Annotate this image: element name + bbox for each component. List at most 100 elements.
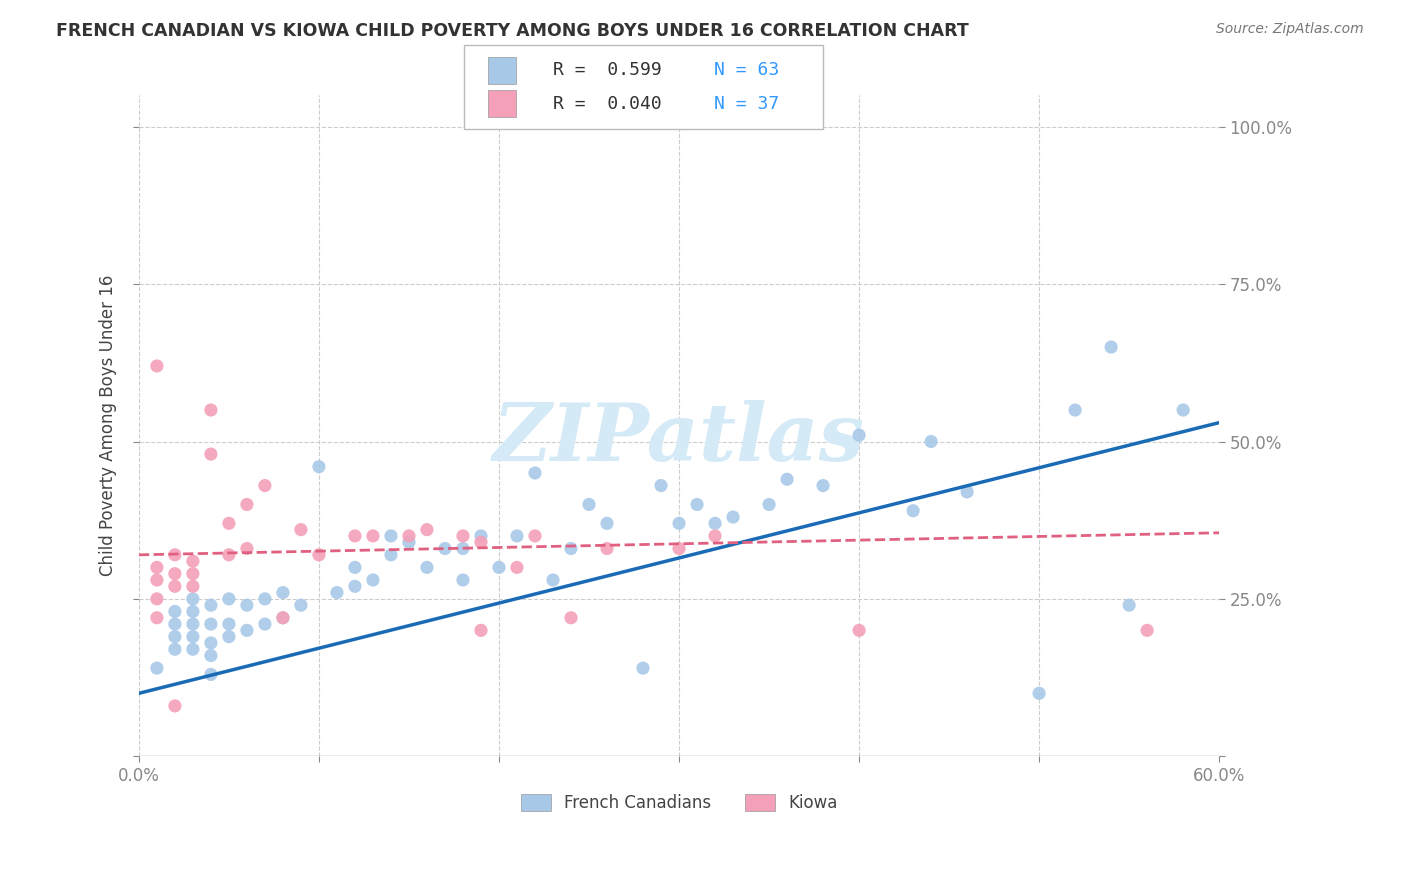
Point xyxy=(506,529,529,543)
Legend: French Canadians, Kiowa: French Canadians, Kiowa xyxy=(512,786,845,821)
Point xyxy=(686,498,709,512)
Point xyxy=(524,529,547,543)
Point xyxy=(1118,598,1140,612)
Point xyxy=(163,566,186,581)
Point xyxy=(343,529,366,543)
Point xyxy=(776,472,799,486)
Point xyxy=(956,484,979,499)
Point xyxy=(236,598,259,612)
Point xyxy=(163,617,186,632)
Point xyxy=(181,642,204,657)
Point xyxy=(200,598,222,612)
Point xyxy=(163,548,186,562)
Point xyxy=(146,359,169,373)
Text: N = 63: N = 63 xyxy=(714,62,779,79)
Point xyxy=(380,548,402,562)
Point xyxy=(146,573,169,587)
Point xyxy=(596,541,619,556)
Point xyxy=(200,636,222,650)
Point xyxy=(920,434,942,449)
Text: Source: ZipAtlas.com: Source: ZipAtlas.com xyxy=(1216,22,1364,37)
Point xyxy=(470,535,492,549)
Point xyxy=(668,541,690,556)
Point xyxy=(451,573,474,587)
Point xyxy=(758,498,780,512)
Point xyxy=(236,624,259,638)
Point xyxy=(181,630,204,644)
Point xyxy=(218,630,240,644)
Point xyxy=(650,478,672,492)
Point xyxy=(1028,686,1050,700)
Point xyxy=(380,529,402,543)
Point xyxy=(848,624,870,638)
Point xyxy=(163,698,186,713)
Point xyxy=(236,541,259,556)
Point xyxy=(181,617,204,632)
Point xyxy=(218,591,240,606)
Point xyxy=(398,529,420,543)
Point xyxy=(271,585,294,599)
Text: ZIPatlas: ZIPatlas xyxy=(494,401,865,478)
Point xyxy=(253,478,276,492)
Point xyxy=(1173,403,1195,417)
Point xyxy=(578,498,600,512)
Point xyxy=(848,428,870,442)
Point xyxy=(433,541,456,556)
Point xyxy=(163,630,186,644)
Point xyxy=(146,661,169,675)
Point xyxy=(1064,403,1087,417)
Point xyxy=(146,591,169,606)
Point xyxy=(901,504,924,518)
Point xyxy=(146,611,169,625)
Point xyxy=(326,585,349,599)
Point xyxy=(218,516,240,531)
Point xyxy=(361,573,384,587)
Point xyxy=(361,529,384,543)
Point xyxy=(163,605,186,619)
Point xyxy=(200,403,222,417)
Point xyxy=(308,459,330,474)
Text: R =  0.599: R = 0.599 xyxy=(553,62,661,79)
Point xyxy=(343,579,366,593)
Point xyxy=(704,529,727,543)
Point xyxy=(253,617,276,632)
Point xyxy=(290,598,312,612)
Point xyxy=(811,478,834,492)
Point xyxy=(560,611,582,625)
Point xyxy=(398,535,420,549)
Point xyxy=(181,579,204,593)
Point xyxy=(524,466,547,480)
Point xyxy=(416,560,439,574)
Point xyxy=(200,667,222,681)
Point xyxy=(506,560,529,574)
Point xyxy=(416,523,439,537)
Point xyxy=(163,579,186,593)
Point xyxy=(218,617,240,632)
Point xyxy=(541,573,564,587)
Point xyxy=(451,529,474,543)
Point xyxy=(271,611,294,625)
Point xyxy=(181,566,204,581)
Point xyxy=(631,661,654,675)
Point xyxy=(181,591,204,606)
Point xyxy=(308,548,330,562)
Point xyxy=(560,541,582,556)
Point xyxy=(253,591,276,606)
Point xyxy=(290,523,312,537)
Point xyxy=(236,498,259,512)
Point xyxy=(200,648,222,663)
Point xyxy=(1136,624,1159,638)
Point xyxy=(218,548,240,562)
Point xyxy=(596,516,619,531)
Y-axis label: Child Poverty Among Boys Under 16: Child Poverty Among Boys Under 16 xyxy=(100,275,117,576)
Point xyxy=(163,642,186,657)
Point xyxy=(181,554,204,568)
Point xyxy=(271,611,294,625)
Point xyxy=(721,510,744,524)
Point xyxy=(1099,340,1122,354)
Point xyxy=(451,541,474,556)
Point xyxy=(470,529,492,543)
Point xyxy=(200,447,222,461)
Text: FRENCH CANADIAN VS KIOWA CHILD POVERTY AMONG BOYS UNDER 16 CORRELATION CHART: FRENCH CANADIAN VS KIOWA CHILD POVERTY A… xyxy=(56,22,969,40)
Point xyxy=(200,617,222,632)
